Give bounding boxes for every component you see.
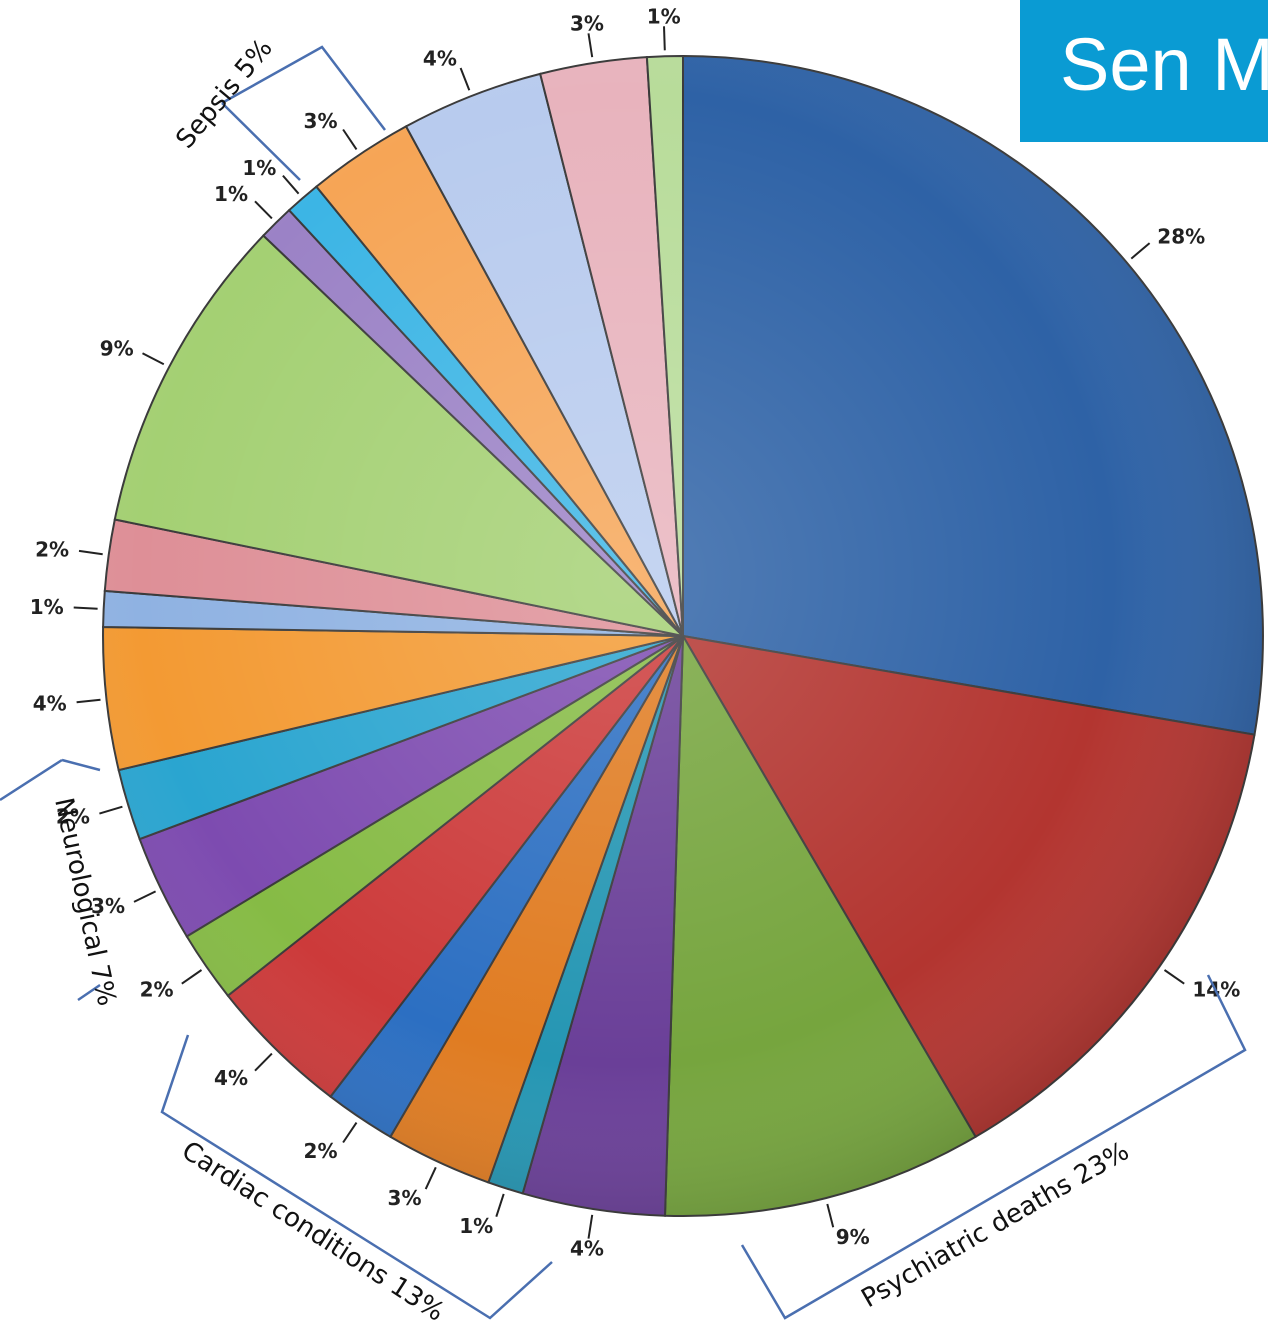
slice-label-3: 4% [570,1237,604,1261]
leader-line-10 [99,805,123,815]
slice-label-12: 1% [30,595,64,619]
slice-label-7: 4% [214,1066,248,1090]
slice-label-6: 2% [304,1139,338,1163]
slice-label-17: 3% [304,109,338,133]
leader-line-7 [254,1052,273,1072]
slice-label-18: 4% [423,47,457,71]
slice-label-15: 1% [214,182,248,206]
slice-label-11: 4% [33,691,67,715]
page-title: Sen M [1060,23,1268,106]
slice-label-2: 9% [836,1225,870,1249]
leader-line-0 [1130,242,1151,260]
slice-label-14: 9% [100,337,134,361]
slice-label-19: 3% [570,12,604,36]
slice-labels: 28%14%9%4%1%3%2%4%2%3%2%4%1%2%9%1%1%3%4%… [30,4,1241,1260]
slice-label-0: 28% [1157,225,1205,249]
slice-label-16: 1% [242,156,276,180]
title-banner: Sen M [1020,0,1268,142]
leader-line-17 [342,128,358,150]
leader-line-5 [424,1166,437,1190]
leader-line-19 [587,33,594,58]
leader-line-3 [587,1214,594,1239]
pie-shading [103,56,1263,1216]
leader-line-8 [181,969,203,985]
leader-line-15 [254,200,273,220]
leader-line-20 [663,26,666,51]
leader-line-13 [78,549,103,556]
slice-label-13: 2% [35,538,69,562]
leader-line-14 [142,352,165,366]
slice-label-20: 1% [647,4,681,28]
neurological-bracket [0,758,101,1002]
leader-line-16 [282,174,300,195]
leader-line-1 [1163,969,1185,985]
leader-line-6 [342,1122,358,1144]
leader-line-4 [495,1193,505,1218]
group-label-cardiac: Cardiac conditions 13% [176,1136,449,1328]
slice-label-10: 2% [56,805,90,829]
slice-label-4: 1% [459,1214,493,1238]
slice-label-8: 2% [140,977,174,1001]
slice-label-5: 3% [388,1186,422,1210]
leader-line-9 [133,890,157,903]
slice-label-9: 3% [91,894,125,918]
leader-line-18 [459,67,471,91]
leader-line-12 [73,606,98,610]
sepsis-bracket [221,45,386,181]
leader-line-2 [826,1203,835,1228]
pie-gloss [103,56,1263,1216]
leader-line-11 [76,698,101,704]
group-label-sepsis: Sepsis 5% [170,33,278,154]
cardiac-bracket [160,1034,553,1320]
psychiatric-bracket [740,974,1247,1320]
